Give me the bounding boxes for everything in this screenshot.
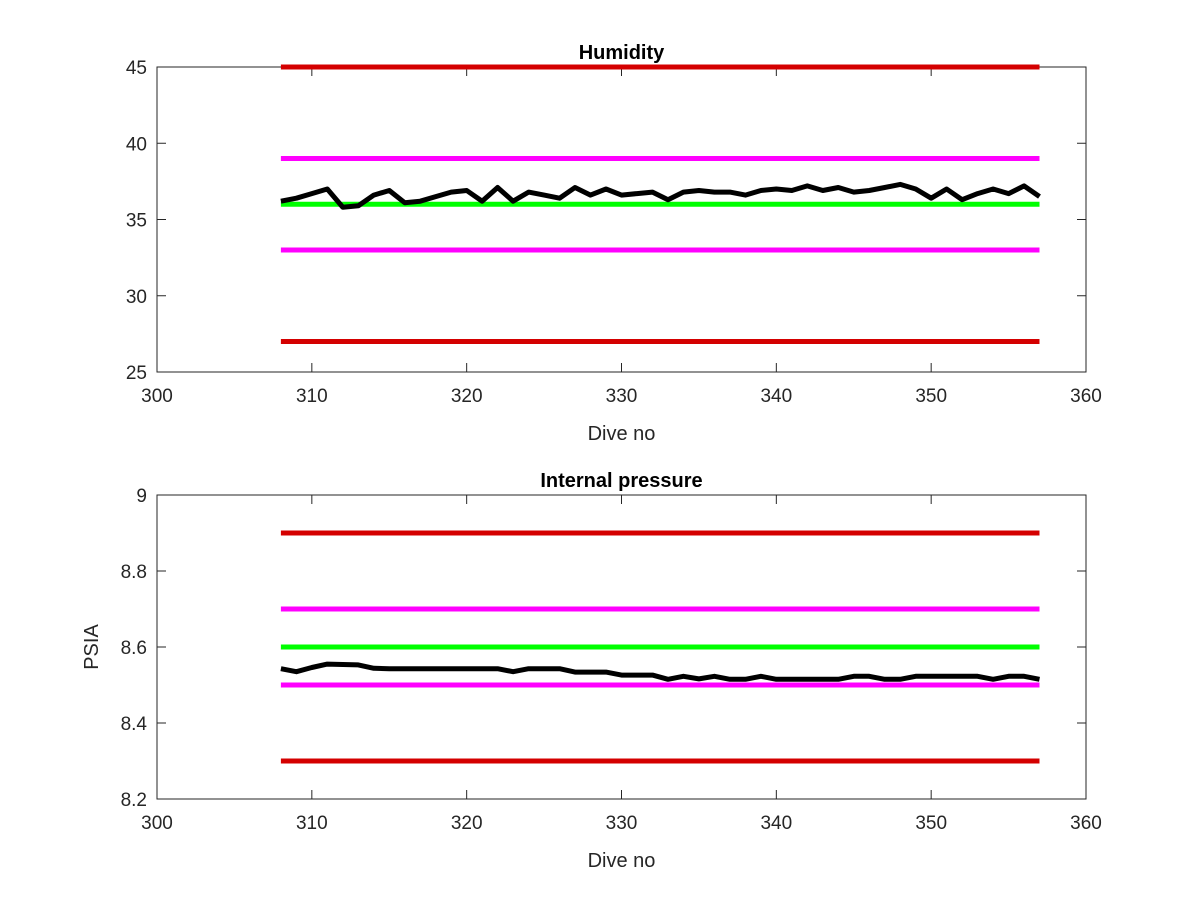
chart-1-x-tick-label: 320 bbox=[451, 386, 483, 407]
chart-1-x-tick-label: 300 bbox=[141, 386, 173, 407]
chart-1-x-tick-label: 360 bbox=[1070, 386, 1102, 407]
chart-2-x-axis-label: Dive no bbox=[588, 850, 656, 872]
chart-2-y-tick-label: 8.4 bbox=[121, 714, 148, 735]
chart-2-y-axis-label: PSIA bbox=[81, 624, 103, 670]
chart-1-y-tick-label: 35 bbox=[126, 211, 147, 232]
chart-1-data-line bbox=[280, 181, 1041, 210]
chart-1-y-tick-label: 45 bbox=[126, 58, 147, 79]
chart-2-x-tick-label: 340 bbox=[760, 813, 792, 834]
chart-2-y-tick-label: 8.2 bbox=[121, 790, 147, 811]
chart-2-y-tick-label: 8.6 bbox=[121, 638, 147, 659]
chart-1-x-axis-label: Dive no bbox=[588, 423, 656, 445]
chart-1-axes-box bbox=[156, 66, 1087, 373]
chart-1-x-tick-label: 330 bbox=[606, 386, 638, 407]
chart-1-y-tick-label: 25 bbox=[126, 363, 147, 384]
chart-2-title: Internal pressure bbox=[540, 470, 702, 492]
chart-2-x-tick-label: 360 bbox=[1070, 813, 1102, 834]
chart-2-x-tick-label: 330 bbox=[606, 813, 638, 834]
chart-2-x-tick-label: 310 bbox=[296, 813, 328, 834]
chart-1: 300 310 320 330 340 350 360 25 30 35 40 45 Humidity D… bbox=[126, 42, 1102, 445]
chart-1-title: Humidity bbox=[579, 42, 665, 64]
chart-1-y-tick-label: 30 bbox=[126, 287, 147, 308]
chart-2-x-tick-label: 350 bbox=[915, 813, 947, 834]
chart-1-x-tick-label: 340 bbox=[760, 386, 792, 407]
chart-1-x-tick-label: 310 bbox=[296, 386, 328, 407]
chart-1-x-tick-label: 350 bbox=[915, 386, 947, 407]
chart-2-x-tick-label: 300 bbox=[141, 813, 173, 834]
chart-2: 300 310 320 330 340 350 360 8.2 8.4 8.6 8.8 9 Intern… bbox=[81, 470, 1102, 872]
chart-2-y-tick-label: 8.8 bbox=[121, 562, 147, 583]
chart-2-x-tick-label: 320 bbox=[451, 813, 483, 834]
chart-2-data-line bbox=[280, 661, 1040, 682]
plots: 300 310 320 330 340 350 360 25 30 35 40 45 Humidity D… bbox=[81, 42, 1102, 872]
chart-2-y-tick-label: 9 bbox=[136, 486, 147, 507]
chart-1-y-tick-label: 40 bbox=[126, 134, 147, 155]
